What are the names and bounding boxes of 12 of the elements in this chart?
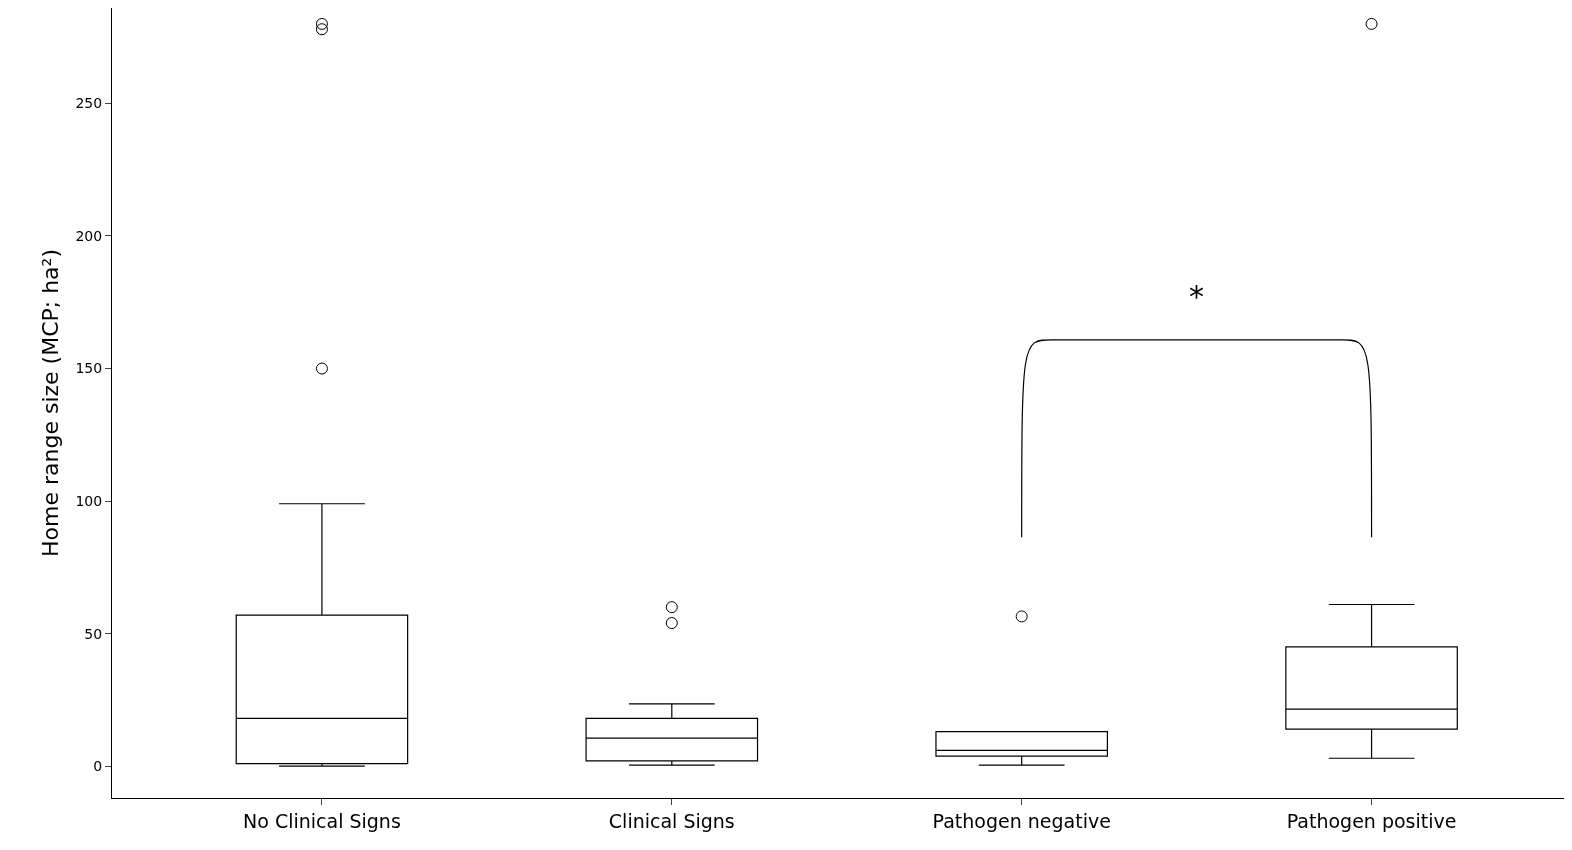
y-tick-label: 100 — [75, 492, 103, 509]
annotation: * — [1189, 279, 1204, 314]
y-axis-title: Home range size (MCP; ha²) — [38, 249, 63, 557]
y-tick-label: 50 — [84, 625, 103, 642]
x-tick-label: No Clinical Signs — [243, 809, 401, 832]
x-tick-label: Clinical Signs — [608, 809, 735, 832]
x-tick-label: Pathogen negative — [932, 809, 1111, 832]
y-tick-label: 0 — [93, 758, 103, 775]
y-tick-label: 150 — [75, 360, 103, 377]
x-tick-label: Pathogen positive — [1286, 809, 1457, 832]
y-tick-label: 200 — [75, 227, 103, 244]
y-tick-label: 250 — [75, 95, 103, 112]
